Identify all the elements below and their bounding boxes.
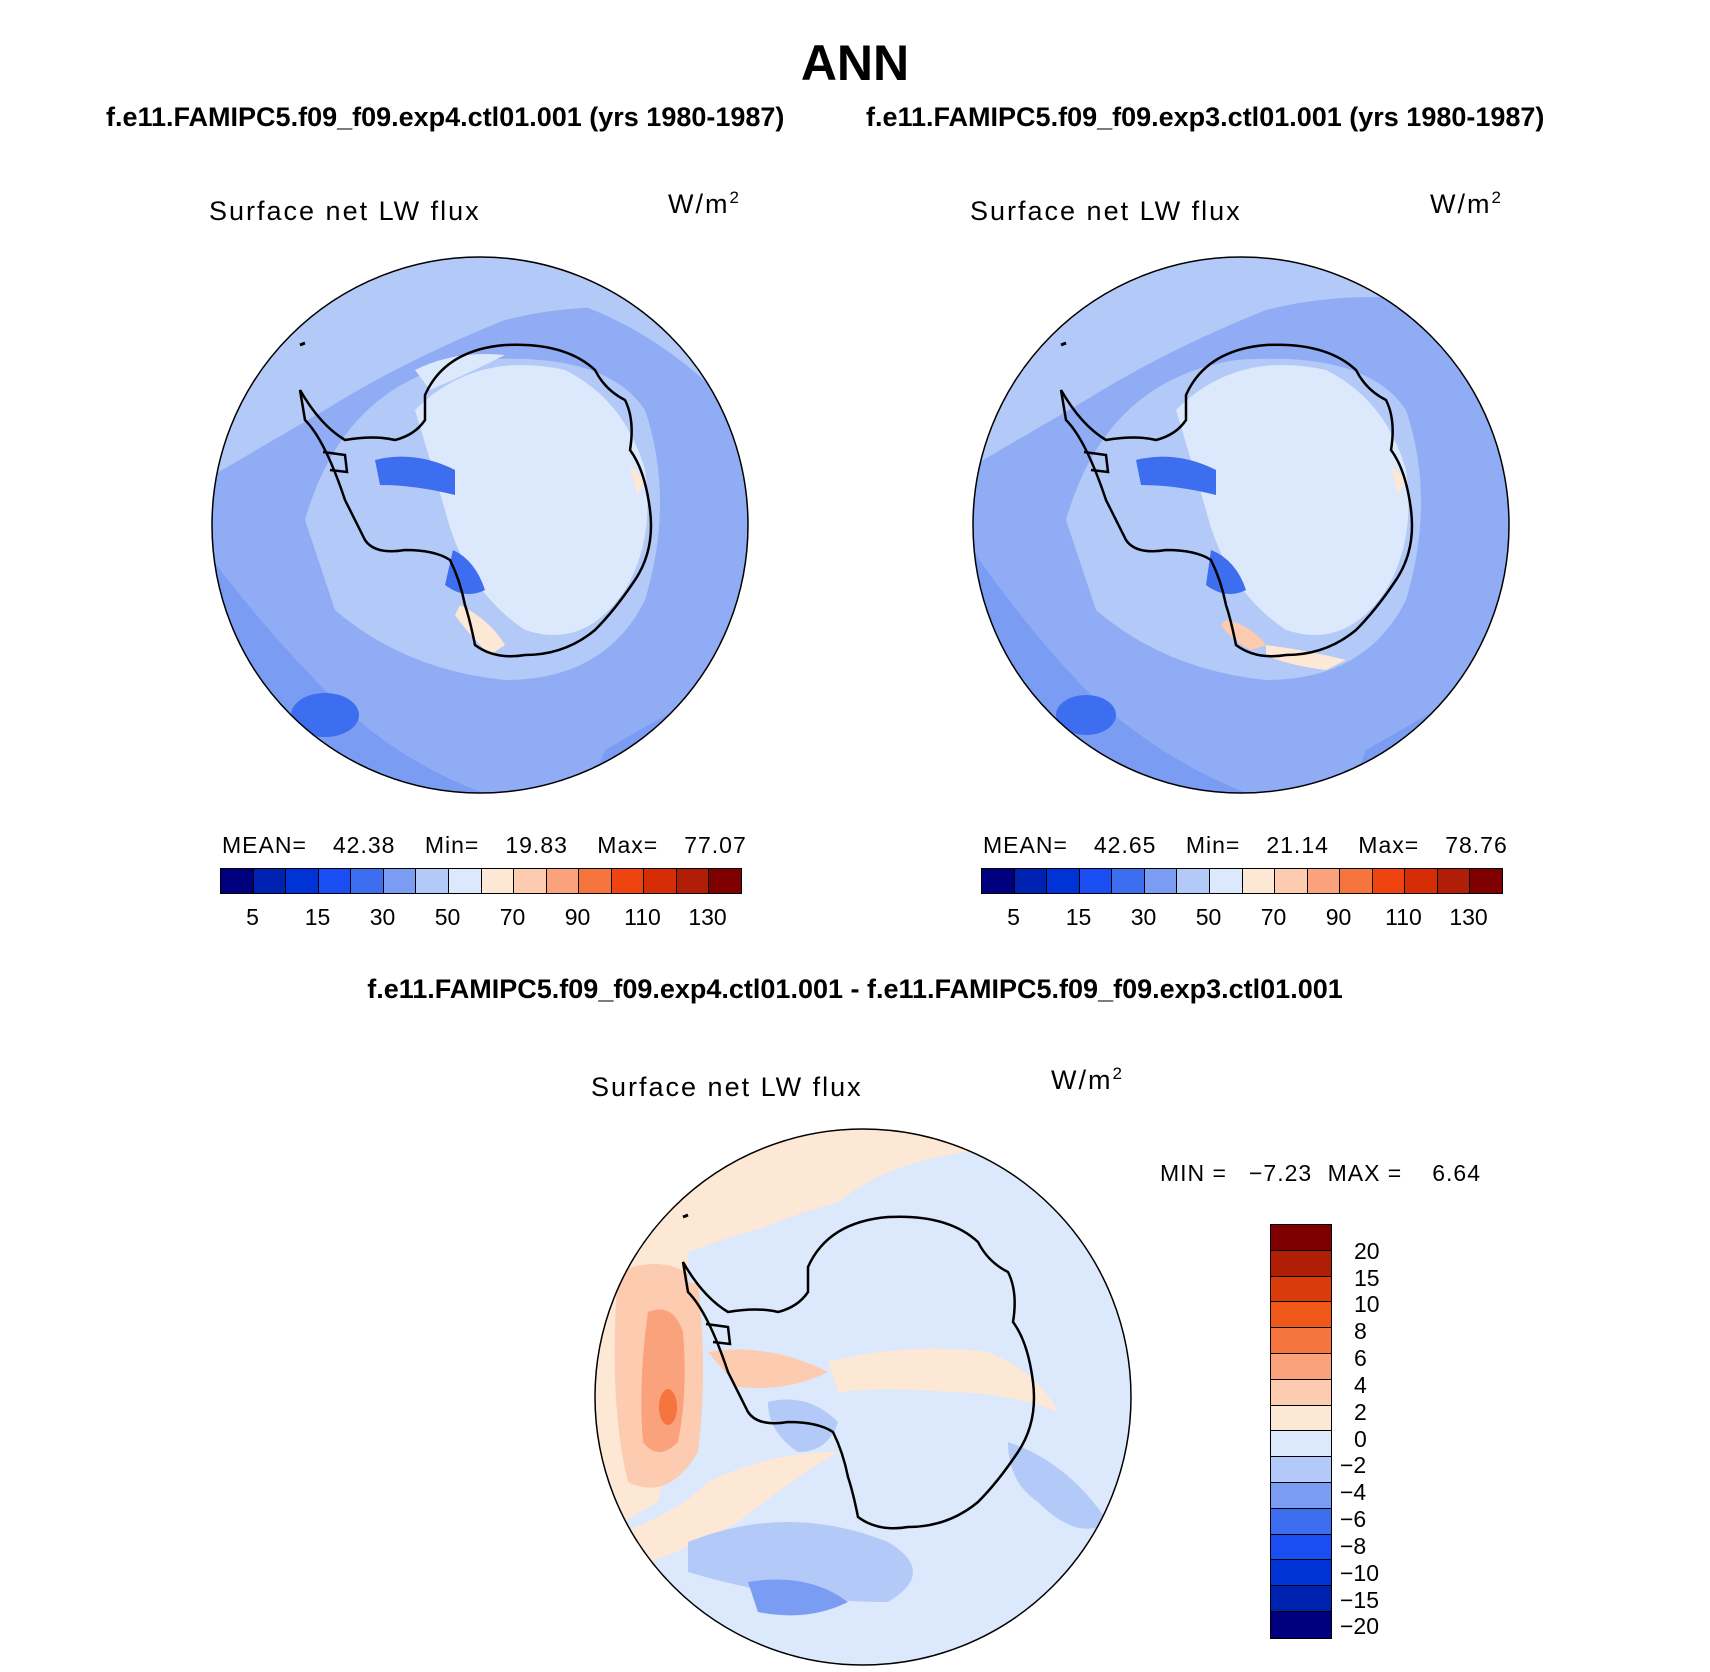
- colorbar-box: [1047, 869, 1080, 893]
- colorbar-tick-label: 5: [1007, 904, 1020, 930]
- colorbar-box: [1271, 1276, 1331, 1303]
- panel3-colorbar: [1270, 1224, 1332, 1639]
- colorbar-tick-label: −8: [1340, 1532, 1367, 1559]
- colorbar-box: [982, 869, 1015, 893]
- panel2-variable-title: Surface net LW flux: [970, 196, 1242, 226]
- colorbar-tick-label: −6: [1340, 1506, 1367, 1533]
- colorbar-box: [1271, 1482, 1331, 1509]
- panel3-variable-title: Surface net LW flux: [591, 1072, 863, 1102]
- colorbar-tick-label: −15: [1340, 1586, 1380, 1613]
- colorbar-box: [1271, 1508, 1331, 1535]
- colorbar-box: [1405, 869, 1438, 893]
- colorbar-tick-label: −20: [1340, 1613, 1380, 1640]
- colorbar-box: [1177, 869, 1210, 893]
- colorbar-box: [1271, 1328, 1331, 1354]
- colorbar-box: [1271, 1611, 1331, 1638]
- colorbar-box: [383, 869, 417, 893]
- colorbar-tick-label: 2: [1354, 1398, 1367, 1425]
- colorbar-tick-label: 130: [1449, 904, 1488, 930]
- colorbar-tick-label: 10: [1354, 1291, 1380, 1318]
- colorbar-box: [481, 869, 515, 893]
- panel1-units: W/m2: [668, 188, 741, 219]
- panel3-difference-map: [594, 1128, 1132, 1666]
- colorbar-box: [1271, 1431, 1331, 1458]
- colorbar-box: [709, 869, 741, 893]
- colorbar-box: [1470, 869, 1502, 893]
- colorbar-box: [1271, 1586, 1331, 1612]
- case1-title: f.e11.FAMIPC5.f09_f09.exp4.ctl01.001 (yr…: [106, 102, 785, 132]
- panel1-polar-map: [211, 256, 749, 794]
- colorbar-tick-label: 90: [1325, 904, 1352, 930]
- colorbar-tick-label: 6: [1354, 1345, 1367, 1372]
- colorbar-box: [546, 869, 580, 893]
- colorbar-tick-label: 30: [1130, 904, 1157, 930]
- colorbar-box: [318, 869, 352, 893]
- colorbar-box: [286, 869, 319, 893]
- panel1-stats: MEAN= 42.38 Min= 19.83 Max= 77.07: [222, 832, 747, 858]
- colorbar-tick-label: 130: [688, 904, 727, 930]
- panel1-colorbar: [220, 868, 742, 894]
- colorbar-box: [1271, 1534, 1331, 1561]
- colorbar-tick-label: 50: [434, 904, 461, 930]
- colorbar-box: [676, 869, 710, 893]
- colorbar-box: [1209, 869, 1243, 893]
- colorbar-box: [1340, 869, 1373, 893]
- colorbar-box: [1271, 1457, 1331, 1483]
- colorbar-tick-label: −4: [1340, 1479, 1367, 1506]
- colorbar-tick-label: 90: [564, 904, 591, 930]
- colorbar-tick-label: 110: [1385, 904, 1422, 930]
- colorbar-tick-label: 15: [1354, 1264, 1380, 1291]
- colorbar-box: [579, 869, 612, 893]
- colorbar-box: [1271, 1379, 1331, 1406]
- panel2-polar-map: [972, 256, 1510, 794]
- colorbar-tick-label: 110: [624, 904, 661, 930]
- colorbar-box: [1079, 869, 1113, 893]
- colorbar-tick-label: 20: [1354, 1237, 1380, 1264]
- colorbar-tick-label: 15: [304, 904, 331, 930]
- panel1-variable-title: Surface net LW flux: [209, 196, 481, 226]
- colorbar-tick-label: 8: [1354, 1318, 1367, 1345]
- colorbar-box: [1275, 869, 1308, 893]
- colorbar-box: [351, 869, 384, 893]
- colorbar-box: [1307, 869, 1341, 893]
- colorbar-tick-label: −2: [1340, 1452, 1367, 1479]
- difference-title: f.e11.FAMIPC5.f09_f09.exp4.ctl01.001 - f…: [367, 974, 1343, 1004]
- panel2-units: W/m2: [1430, 188, 1503, 219]
- panel2-stats: MEAN= 42.65 Min= 21.14 Max= 78.76: [983, 832, 1508, 858]
- colorbar-box: [1242, 869, 1276, 893]
- colorbar-tick-label: 70: [1260, 904, 1287, 930]
- colorbar-box: [514, 869, 547, 893]
- panel3-units: W/m2: [1051, 1064, 1124, 1095]
- panel2-colorbar: [981, 868, 1503, 894]
- colorbar-tick-label: 4: [1354, 1371, 1367, 1398]
- colorbar-box: [1271, 1302, 1331, 1329]
- colorbar-box: [448, 869, 482, 893]
- colorbar-box: [1271, 1250, 1331, 1277]
- colorbar-tick-label: 15: [1065, 904, 1092, 930]
- colorbar-box: [1437, 869, 1471, 893]
- colorbar-tick-label: 70: [499, 904, 526, 930]
- colorbar-box: [1372, 869, 1406, 893]
- colorbar-tick-label: 50: [1195, 904, 1222, 930]
- colorbar-box: [644, 869, 677, 893]
- colorbar-tick-label: 30: [369, 904, 396, 930]
- season-title: ANN: [800, 35, 910, 91]
- colorbar-box: [1014, 869, 1048, 893]
- colorbar-box: [221, 869, 254, 893]
- colorbar-box: [1271, 1560, 1331, 1587]
- colorbar-tick-label: 0: [1354, 1425, 1367, 1452]
- colorbar-tick-label: 5: [246, 904, 259, 930]
- colorbar-box: [1112, 869, 1145, 893]
- case2-title: f.e11.FAMIPC5.f09_f09.exp3.ctl01.001 (yr…: [866, 102, 1545, 132]
- colorbar-box: [1144, 869, 1178, 893]
- panel3-stats: MIN = −7.23 MAX = 6.64: [1160, 1160, 1482, 1186]
- colorbar-box: [611, 869, 645, 893]
- colorbar-box: [253, 869, 287, 893]
- colorbar-box: [1271, 1225, 1331, 1251]
- colorbar-box: [1271, 1405, 1331, 1432]
- colorbar-tick-label: −10: [1340, 1559, 1380, 1586]
- colorbar-box: [1271, 1353, 1331, 1380]
- colorbar-box: [416, 869, 449, 893]
